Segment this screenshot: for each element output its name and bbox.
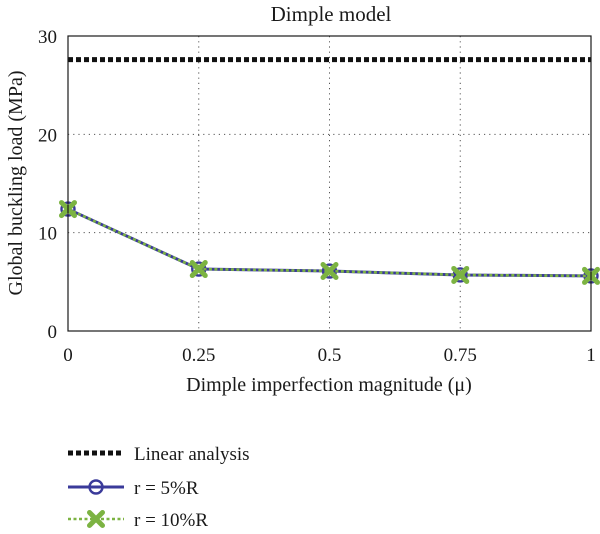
series-layer	[59, 57, 600, 285]
legend-entry: Linear analysis	[68, 444, 250, 465]
x-tick-label: 0.5	[318, 345, 342, 366]
legend: Linear analysis r = 5%R r = 10%R	[68, 444, 250, 531]
marker-x-stroke	[189, 260, 208, 279]
x-tick-label: 0.25	[182, 345, 215, 366]
data-point	[320, 262, 339, 281]
legend-marker	[87, 510, 105, 528]
data-point	[451, 265, 470, 284]
legend-entry: r = 10%R	[68, 510, 208, 531]
legend-entry: r = 5%R	[68, 478, 199, 499]
chart-title: Dimple model	[271, 2, 392, 26]
marker-x-stroke	[87, 510, 105, 528]
series-line-3	[67, 207, 592, 278]
x-axis-label: Dimple imperfection magnitude (μ)	[186, 374, 472, 396]
x-tick-label: 0.75	[444, 345, 477, 366]
marker-x-stroke	[320, 262, 339, 281]
x-tick-label: 1	[586, 345, 596, 366]
legend-label: r = 10%R	[134, 510, 208, 531]
y-tick-label: 30	[38, 27, 57, 48]
x-tick-label: 0	[63, 345, 73, 366]
y-tick-labels: 0 10 20 30	[38, 27, 57, 343]
grid	[68, 36, 591, 331]
legend-marker	[88, 479, 104, 495]
data-point	[189, 260, 208, 279]
y-tick-label: 0	[48, 322, 58, 343]
y-tick-label: 20	[38, 125, 57, 146]
legend-label: r = 5%R	[134, 478, 199, 499]
y-tick-label: 10	[38, 224, 57, 245]
y-axis-label: Global buckling load (MPa)	[5, 71, 27, 296]
x-tick-labels: 0 0.25 0.5 0.75 1	[63, 345, 596, 366]
legend-label: Linear analysis	[134, 444, 250, 465]
plot-frame	[67, 35, 592, 332]
marker-x-stroke	[451, 265, 470, 284]
